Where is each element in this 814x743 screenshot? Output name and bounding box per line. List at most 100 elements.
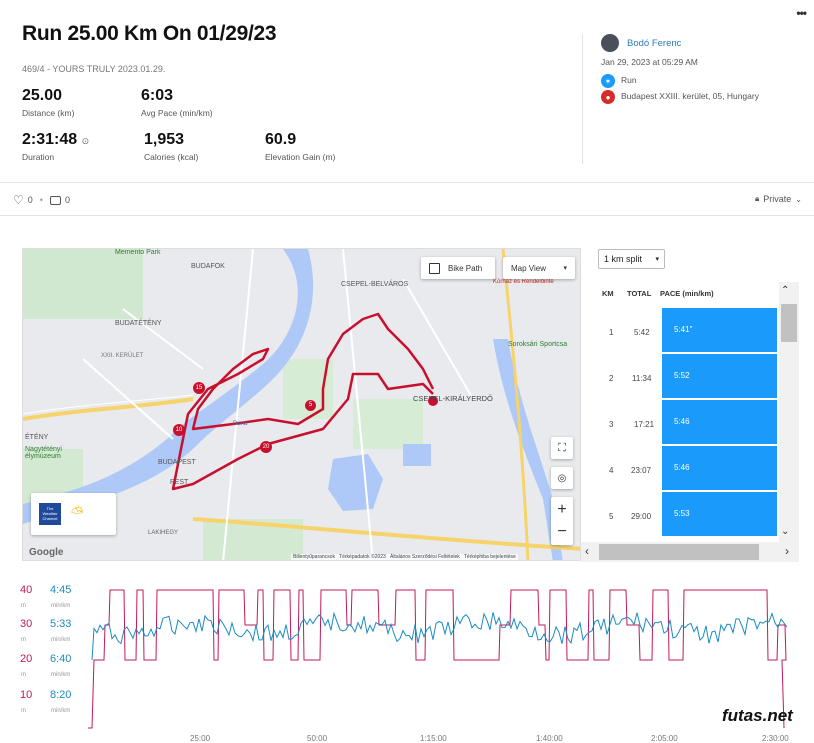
chevron-down-icon: ▾ [655, 256, 659, 263]
split-pace: 5:46 [662, 400, 777, 444]
scrollbar-thumb[interactable] [781, 304, 797, 342]
stat-value: 2:31:48 ⊙ [22, 131, 89, 149]
stat-avg-pace: 6:03 Avg Pace (min/km) [141, 87, 213, 118]
heart-icon[interactable]: ♡ [13, 193, 24, 207]
google-logo: Google [29, 547, 64, 558]
map-place-label: Soroksári Sportcsa [508, 341, 568, 348]
stat-value: 1,953 [144, 131, 185, 148]
watermark-logo: futas.net [722, 706, 793, 726]
scroll-right-icon[interactable]: › [785, 544, 789, 558]
zoom-controls: + − [551, 497, 573, 545]
stat-label: Avg Pace (min/km) [141, 108, 213, 118]
map-attribution[interactable]: Billentyűparancsok Térképadatok ©2023 Ál… [291, 554, 518, 560]
fullscreen-button[interactable]: ⛶ [551, 437, 573, 459]
bike-path-toggle[interactable]: Bike Path [421, 257, 495, 279]
pace-unit: min/km [51, 672, 71, 678]
zoom-out-button[interactable]: − [557, 523, 567, 540]
map-place-label: Memento Park [115, 249, 161, 256]
splits-horizontal-scrollbar[interactable]: ‹ › [581, 542, 799, 562]
map-place-label: BUDAPEST [158, 459, 196, 466]
split-total: 17:21 [634, 420, 655, 429]
map-place-label: Kórház és Rendelőinté [493, 279, 554, 285]
map-place-label: CSEPEL-KIRÁLYERDŐ [413, 394, 493, 403]
split-total: 23:07 [631, 466, 652, 475]
stat-duration: 2:31:48 ⊙ Duration [22, 131, 89, 162]
stat-distance: 25.00 Distance (km) [22, 87, 74, 118]
stat-calories: 1,953 Calories (kcal) [144, 131, 198, 162]
elevation-pace-chart[interactable] [88, 580, 798, 732]
splits-header-pace: PACE (min/km) [660, 289, 714, 298]
run-icon: ✶ [601, 74, 615, 88]
splits-header-total: TOTAL [627, 289, 652, 298]
split-km: 3 [609, 420, 614, 429]
info-icon[interactable]: ⊙ [81, 136, 90, 146]
checkbox-icon[interactable] [429, 262, 440, 274]
scroll-up-icon[interactable]: ⌃ [781, 285, 790, 296]
km-marker[interactable]: 5 [305, 400, 316, 411]
x-axis-tick: 50:00 [307, 734, 328, 743]
pace-tick: 4:45 [50, 584, 72, 596]
map-place-label: Nagytétényi élymúzeum [25, 446, 62, 460]
location-pin-icon: ● [601, 90, 615, 104]
km-marker[interactable]: 20 [260, 441, 272, 453]
map-place-label: Duna [233, 421, 248, 427]
map-place-label: BUDATÉTÉNY [115, 320, 162, 327]
scroll-down-icon[interactable]: ⌄ [781, 526, 790, 537]
split-km: 2 [609, 374, 614, 383]
lock-icon: 🔒︎ [755, 194, 760, 203]
watermark-text: futas.net [722, 706, 793, 725]
pace-tick: 8:20 [50, 689, 72, 701]
elevation-line [88, 589, 787, 729]
pace-series [91, 611, 788, 661]
activity-location: Budapest XXIII. kerület, 05, Hungary [621, 91, 759, 101]
locate-button[interactable]: ◎ [551, 467, 573, 489]
split-select[interactable]: 1 km split ▾ [598, 249, 665, 269]
page-title: Run 25.00 Km On 01/29/23 [22, 22, 277, 45]
x-axis-tick: 2:05:00 [651, 734, 678, 743]
stat-label: Distance (km) [22, 108, 75, 118]
km-marker[interactable]: 10 [173, 424, 185, 436]
split-total: 11:34 [632, 374, 652, 383]
splits-vertical-scrollbar[interactable]: ⌃ ⌄ [779, 282, 799, 542]
privacy-label: Private [763, 194, 792, 204]
stat-label: Duration [22, 152, 55, 162]
weather-widget[interactable]: The Weather Channel ⛅︎ [31, 493, 116, 535]
split-km: 5 [609, 512, 614, 521]
comments-count: 0 [64, 195, 70, 205]
split-pace: 5:52 [662, 354, 777, 398]
stat-elevation: 60.9 Elevation Gain (m) [265, 131, 335, 162]
map-view-select[interactable]: Map View ▾ [503, 257, 575, 279]
avatar[interactable] [601, 34, 619, 52]
duration-value: 2:31:48 [22, 131, 78, 148]
scrollbar-thumb[interactable] [599, 544, 759, 560]
x-axis-tick: 1:15:00 [420, 734, 447, 743]
stat-label: Calories (kcal) [144, 152, 199, 162]
elevation-tick: 10 [20, 689, 33, 701]
privacy-dropdown[interactable]: 🔒︎ Private ⌄ [755, 194, 802, 204]
elevation-unit: m [21, 637, 26, 643]
x-axis-tick: 1:40:00 [536, 734, 563, 743]
stat-value: 6:03 [141, 87, 174, 104]
user-name-link[interactable]: Bodó Ferenc [627, 38, 682, 49]
comment-icon[interactable] [49, 195, 61, 205]
elevation-tick: 40 [20, 584, 33, 596]
km-marker[interactable]: 15 [193, 382, 205, 394]
zoom-in-button[interactable]: + [557, 501, 567, 518]
social-bar: ♡ 0 • 0 [13, 193, 70, 207]
map-place-label: ÉTÉNY [25, 434, 49, 441]
stat-value: 25.00 [22, 87, 63, 104]
stat-label: Elevation Gain (m) [265, 152, 336, 162]
map-place-label: CSEPEL-BELVÁROS [341, 281, 409, 288]
partly-cloudy-icon: ⛅︎ [71, 505, 84, 522]
more-options-button[interactable]: ••• [796, 6, 807, 20]
elevation-unit: m [21, 672, 26, 678]
scroll-left-icon[interactable]: ‹ [585, 544, 589, 558]
map-place-label: LAKIHEGY [148, 530, 179, 536]
pace-unit: min/km [51, 708, 71, 714]
stat-value: 60.9 [265, 131, 297, 148]
pace-unit: min/km [51, 603, 71, 609]
elevation-unit: m [21, 603, 26, 609]
pace-line [91, 611, 788, 661]
route-map[interactable]: Memento Park BUDAFOK CSEPEL-BELVÁROS BUD… [22, 248, 581, 561]
split-total: 5:42 [634, 328, 650, 337]
